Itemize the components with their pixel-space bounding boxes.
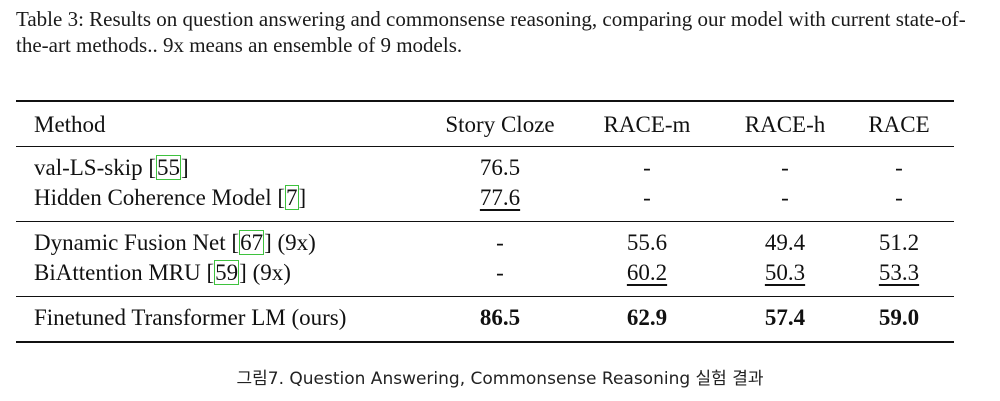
value-race-m: 55.6 [626,230,668,255]
citation-link[interactable]: 67 [239,230,265,255]
header-method: Method [34,112,106,137]
citation-link[interactable]: 59 [214,260,240,285]
value-race-m: - [643,155,651,180]
value-story-cloze: - [496,260,504,285]
value-story-cloze: 86.5 [479,305,521,330]
value-race-h: 50.3 [764,260,806,285]
value-race: 59.0 [878,305,920,330]
value-story-cloze: 76.5 [479,155,521,180]
method-name: Hidden Coherence Model [7] [34,185,307,210]
header-race-h: RACE-h [744,112,826,137]
value-race: - [895,185,903,210]
table-row: Finetuned Transformer LM (ours) 86.5 62.… [16,303,954,333]
citation-link[interactable]: 55 [156,155,182,180]
bottom-rule [16,341,954,343]
value-story-cloze: - [496,230,504,255]
header-story-cloze: Story Cloze [445,112,555,137]
method-name: BiAttention MRU [59] (9x) [34,260,291,285]
table-row: BiAttention MRU [59] (9x) - 60.2 50.3 53… [16,258,954,288]
header-race-m: RACE-m [603,112,691,137]
method-name: Finetuned Transformer LM (ours) [34,305,347,330]
header-rule [16,146,954,147]
table-row: Hidden Coherence Model [7] 77.6 - - - [16,183,954,213]
value-race: - [895,155,903,180]
value-race-h: 49.4 [764,230,806,255]
table-row: val-LS-skip [55] 76.5 - - - [16,153,954,183]
citation-link[interactable]: 7 [285,185,299,210]
figure-caption: 그림7. Question Answering, Commonsense Rea… [236,369,764,389]
header-row: Method Story Cloze RACE-m RACE-h RACE [16,110,954,140]
table-caption: Table 3: Results on question answering a… [16,7,966,57]
value-race-h: - [781,155,789,180]
value-race-m: - [643,185,651,210]
value-race-h: - [781,185,789,210]
value-race-h: 57.4 [764,305,806,330]
value-story-cloze: 77.6 [479,185,521,210]
value-race-m: 62.9 [626,305,668,330]
value-race: 51.2 [878,230,920,255]
table-row: Dynamic Fusion Net [67] (9x) - 55.6 49.4… [16,228,954,258]
method-name: val-LS-skip [55] [34,155,189,180]
header-race: RACE [868,112,930,137]
top-rule [16,100,954,102]
value-race: 53.3 [878,260,920,285]
group-rule [16,296,954,297]
group-rule [16,221,954,222]
method-name: Dynamic Fusion Net [67] (9x) [34,230,316,255]
value-race-m: 60.2 [626,260,668,285]
